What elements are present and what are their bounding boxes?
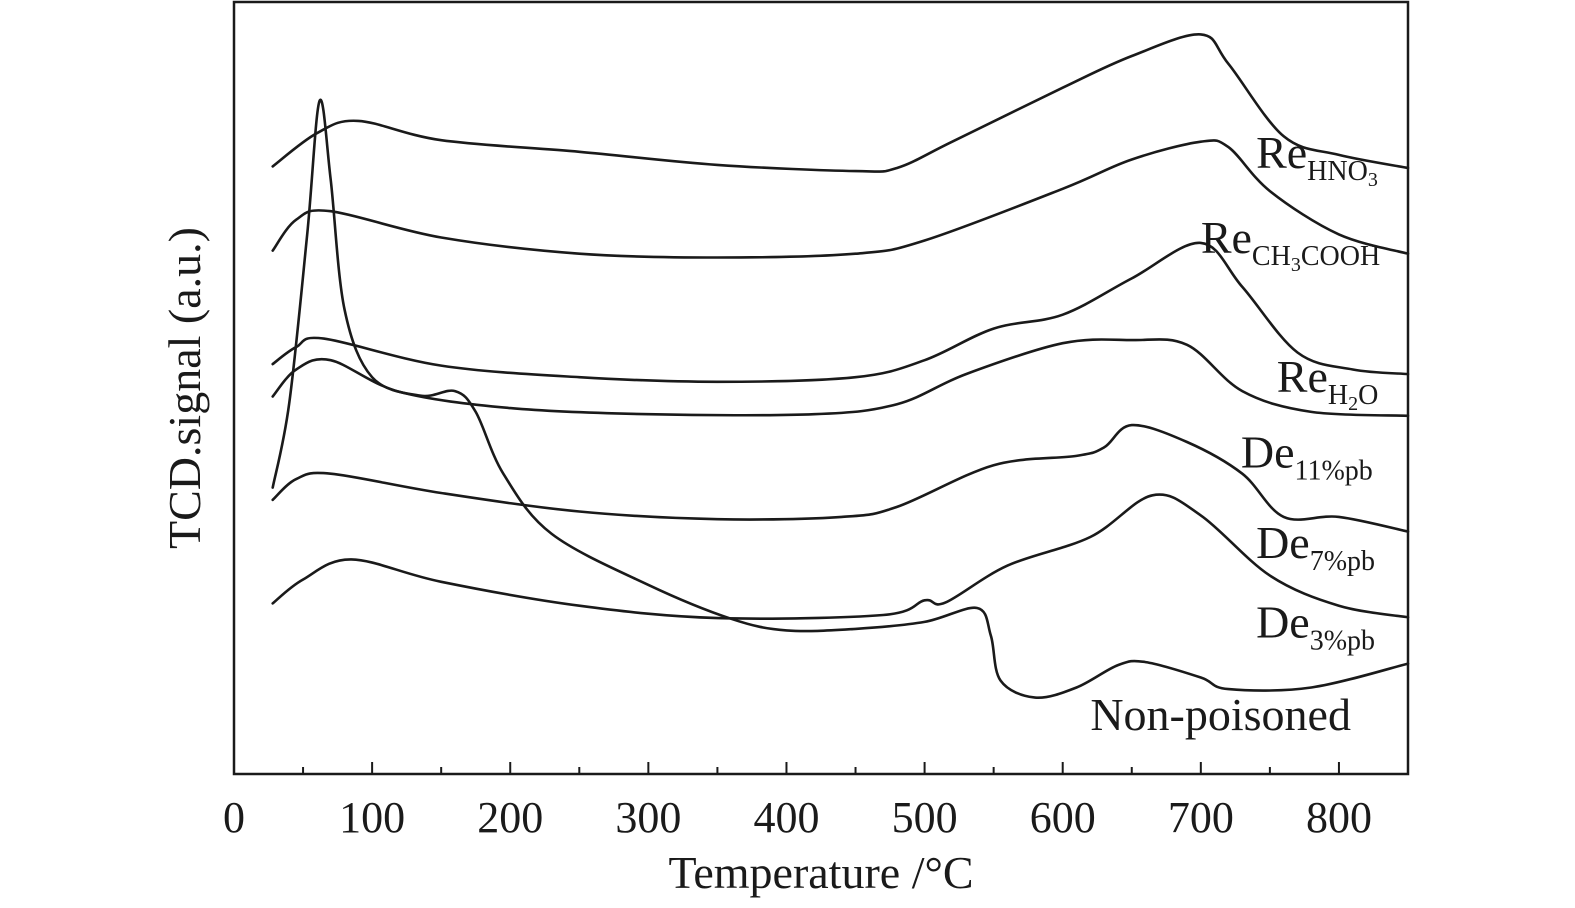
series-line-de7-pb [271,423,1410,533]
plot-border [232,0,1410,776]
series-label-non-poisoned: Non-poisoned [1090,689,1351,740]
plot-frame [232,0,1410,776]
series-label-rehno3: ReHNO3 [1256,127,1378,191]
series-line-non-poisoned [271,98,1410,700]
series-line-rech3cooh [271,139,1410,259]
series-label-de3-pb: De3%pb [1256,596,1375,656]
x-tick-label: 400 [753,793,819,842]
x-tick-label: 300 [615,793,681,842]
series-labels: ReHNO3 ReCH3COOH ReH2O De11%pb De7%pb De3%pb N… [1090,127,1380,740]
series-line-reh2o [271,241,1410,384]
series-line-de11-pb [271,338,1410,418]
x-tick-label: 500 [892,793,958,842]
x-axis-tick-labels: 0 100 200 300 400 500 600 700 800 [223,793,1372,842]
y-axis-title: TCD.signal (a.u.) [159,227,210,549]
x-tick-label: 800 [1306,793,1372,842]
x-axis-title: Temperature /°C [668,847,973,898]
series-label-rech3cooh: ReCH3COOH [1201,212,1380,276]
x-tick-label: 0 [223,793,245,842]
x-tick-label: 100 [339,793,405,842]
x-tick-label: 600 [1030,793,1096,842]
x-tick-label: 200 [477,793,543,842]
series-label-de7-pb: De7%pb [1256,517,1375,577]
series-label-reh2o: ReH2O [1277,351,1379,415]
series-line-rehno3 [271,33,1410,173]
x-axis-ticks [233,762,1340,774]
x-tick-label: 700 [1168,793,1234,842]
series-line-de3-pb [271,493,1410,620]
series-lines [271,33,1410,700]
series-label-de11-pb: De11%pb [1241,427,1373,487]
